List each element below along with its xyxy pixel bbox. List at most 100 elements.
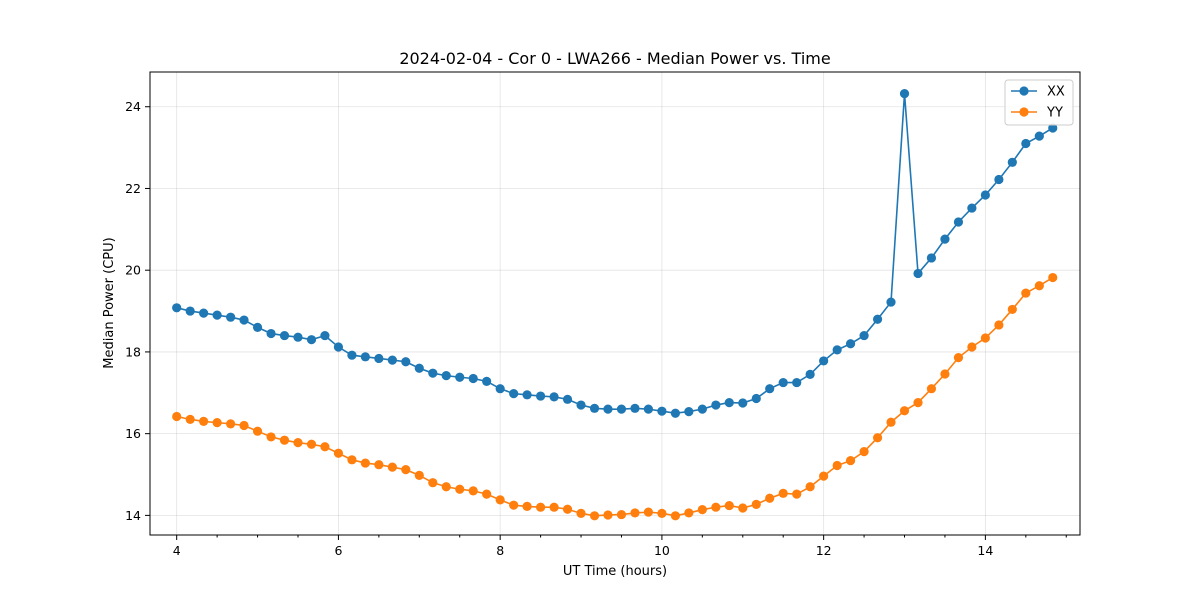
data-point-xx <box>1034 131 1044 141</box>
data-point-yy <box>832 460 842 471</box>
data-point-yy <box>279 435 290 445</box>
data-point-xx <box>252 322 263 333</box>
data-point-yy <box>549 502 559 512</box>
data-point-yy <box>347 455 357 465</box>
data-point-xx <box>347 350 357 360</box>
data-point-xx <box>199 308 209 318</box>
data-point-xx <box>1007 157 1017 167</box>
data-point-yy <box>239 420 249 431</box>
data-point-xx <box>495 384 505 394</box>
data-point-yy <box>387 462 397 472</box>
series-line-xx <box>176 93 1054 415</box>
data-point-xx <box>819 356 829 366</box>
data-point-yy <box>778 488 788 498</box>
grid-lines <box>150 72 1080 535</box>
legend-marker-yy <box>1019 107 1029 117</box>
data-point-xx <box>212 310 222 320</box>
data-point-yy <box>414 470 424 480</box>
data-point-xx <box>751 393 761 404</box>
y-tick-label: 20 <box>125 263 141 278</box>
data-point-yy <box>616 509 627 520</box>
data-point-yy <box>670 511 681 521</box>
x-tick-label: 8 <box>496 543 504 558</box>
data-point-yy <box>940 369 950 379</box>
data-point-yy <box>899 406 910 416</box>
data-point-xx <box>630 403 640 413</box>
data-point-xx <box>509 389 519 399</box>
x-tick-label: 14 <box>977 543 993 558</box>
data-point-yy <box>1021 288 1031 298</box>
data-point-yy <box>711 502 721 512</box>
data-point-xx <box>266 328 276 339</box>
data-point-xx <box>387 355 397 365</box>
legend-label-xx: XX <box>1047 85 1065 100</box>
data-point-yy <box>509 500 519 510</box>
data-point-xx <box>522 390 532 400</box>
series-layer <box>172 89 1058 521</box>
data-point-xx <box>805 369 815 379</box>
data-point-xx <box>589 403 600 413</box>
data-point-yy <box>441 482 451 492</box>
data-point-xx <box>886 297 896 307</box>
data-point-xx <box>468 373 478 384</box>
x-axis-label: UT Time (hours) <box>563 564 667 579</box>
data-point-xx <box>792 377 802 388</box>
data-point-xx <box>185 306 195 316</box>
data-point-xx <box>293 332 303 342</box>
data-point-xx <box>872 314 883 324</box>
data-point-xx <box>172 303 182 313</box>
data-point-xx <box>953 217 964 227</box>
data-point-xx <box>738 398 748 408</box>
data-point-yy <box>226 419 236 429</box>
data-point-xx <box>980 190 990 200</box>
data-point-yy <box>428 478 438 488</box>
data-point-yy <box>953 353 964 363</box>
data-point-xx <box>616 404 627 414</box>
data-point-yy <box>805 482 815 492</box>
data-point-yy <box>643 507 654 517</box>
data-point-yy <box>1007 304 1017 315</box>
data-point-yy <box>845 456 856 466</box>
data-point-xx <box>455 372 465 382</box>
data-point-xx <box>832 345 842 355</box>
data-point-xx <box>684 406 694 417</box>
data-point-yy <box>401 465 411 475</box>
data-point-xx <box>657 406 667 416</box>
data-point-xx <box>374 353 384 364</box>
data-point-xx <box>778 377 788 388</box>
data-point-yy <box>1048 272 1058 283</box>
data-point-yy <box>468 486 478 496</box>
data-point-yy <box>819 471 829 481</box>
data-point-xx <box>536 391 546 401</box>
legend-marker-xx <box>1019 86 1029 96</box>
data-point-xx <box>603 404 613 414</box>
data-point-yy <box>603 510 613 520</box>
x-axis-ticks: 4 6 8 10 12 14 <box>173 535 1067 558</box>
data-point-xx <box>360 352 370 362</box>
data-point-yy <box>185 414 195 424</box>
data-point-yy <box>455 484 465 494</box>
data-point-xx <box>441 371 451 381</box>
data-point-yy <box>1034 281 1044 291</box>
data-point-yy <box>697 505 707 515</box>
data-point-yy <box>482 489 492 499</box>
data-point-yy <box>360 458 370 468</box>
data-point-xx <box>724 398 734 408</box>
data-point-yy <box>738 503 748 513</box>
data-point-yy <box>293 438 303 448</box>
data-point-yy <box>306 439 317 449</box>
y-axis-ticks: 14 16 18 20 22 24 <box>125 99 150 523</box>
data-point-xx <box>765 384 775 394</box>
y-tick-label: 22 <box>125 181 141 196</box>
data-point-yy <box>792 489 802 499</box>
data-point-xx <box>697 404 707 414</box>
data-point-yy <box>886 417 896 427</box>
data-point-xx <box>401 357 411 367</box>
data-point-xx <box>643 404 654 414</box>
legend-label-yy: YY <box>1046 106 1063 121</box>
data-point-xx <box>562 394 573 404</box>
data-point-xx <box>1021 138 1031 149</box>
data-point-yy <box>724 500 734 511</box>
data-point-yy <box>765 493 775 503</box>
